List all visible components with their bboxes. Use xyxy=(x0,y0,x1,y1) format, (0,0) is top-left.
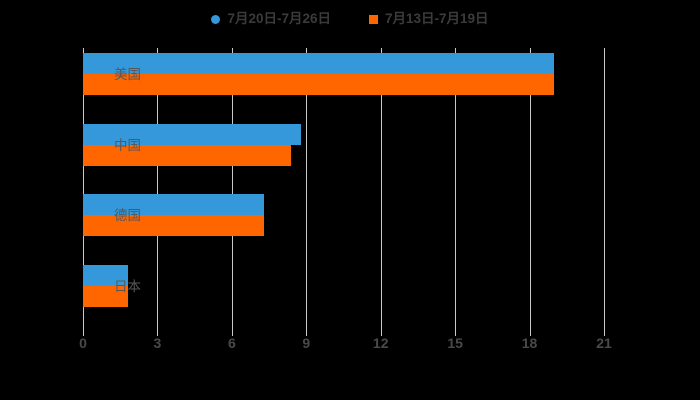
x-axis-tick xyxy=(455,330,457,336)
gridline xyxy=(604,48,605,330)
category-label-美国: 美国 xyxy=(114,67,141,83)
x-axis-tick xyxy=(380,330,382,336)
bar-美国-series-1[interactable] xyxy=(83,53,555,75)
x-axis-tick xyxy=(306,330,308,336)
legend-item-series-1[interactable]: 7月20日-7月26日 xyxy=(211,12,331,26)
bar-德国-series-2[interactable] xyxy=(83,215,265,237)
gridline xyxy=(380,48,382,330)
legend-label-series-1: 7月20日-7月26日 xyxy=(227,11,331,27)
legend-marker-circle-icon xyxy=(211,14,221,24)
gridline xyxy=(306,48,308,330)
bar-group xyxy=(83,123,604,168)
x-axis-tick xyxy=(231,330,233,336)
bar-group xyxy=(83,264,604,309)
x-axis-tick-label: 15 xyxy=(447,335,463,351)
legend-item-series-2[interactable]: 7月13日-7月19日 xyxy=(369,12,489,26)
category-label-日本: 日本 xyxy=(114,278,141,294)
legend-marker-square-icon xyxy=(369,14,378,24)
plot-area: 0 3 6 9 12 15 18 21 美国中国德国日本 xyxy=(79,48,612,350)
x-axis-tick-label: 0 xyxy=(79,335,87,351)
x-axis-tick-label: 6 xyxy=(227,335,236,351)
bar-中国-series-2[interactable] xyxy=(83,144,292,166)
bar-group xyxy=(83,194,604,238)
gridline xyxy=(529,48,531,330)
gridline xyxy=(455,48,457,330)
bar-美国-series-2[interactable] xyxy=(83,74,555,96)
legend-label-series-2: 7月13日-7月19日 xyxy=(385,11,489,27)
x-axis-tick-label: 9 xyxy=(302,335,311,351)
bar-德国-series-1[interactable] xyxy=(83,194,265,216)
bar-中国-series-1[interactable] xyxy=(83,123,302,145)
x-axis-tick xyxy=(83,330,84,336)
bar-group xyxy=(83,53,604,97)
gridline xyxy=(231,48,233,330)
bar-日本-series-2[interactable] xyxy=(83,285,128,307)
category-label-中国: 中国 xyxy=(114,137,141,153)
x-axis-tick xyxy=(529,330,531,336)
category-label-德国: 德国 xyxy=(114,208,141,224)
gridline xyxy=(83,48,84,330)
gridline xyxy=(157,48,159,330)
chart-legend: 7月20日-7月26日 7月13日-7月19日 xyxy=(0,8,700,30)
bar-日本-series-1[interactable] xyxy=(83,264,128,286)
x-axis-tick-label: 12 xyxy=(372,335,389,351)
x-axis-tick-label: 21 xyxy=(596,335,612,351)
x-axis-tick-label: 3 xyxy=(153,335,162,351)
x-axis-tick-label: 18 xyxy=(521,335,538,351)
x-axis-tick xyxy=(604,330,605,336)
x-axis-tick xyxy=(157,330,159,336)
